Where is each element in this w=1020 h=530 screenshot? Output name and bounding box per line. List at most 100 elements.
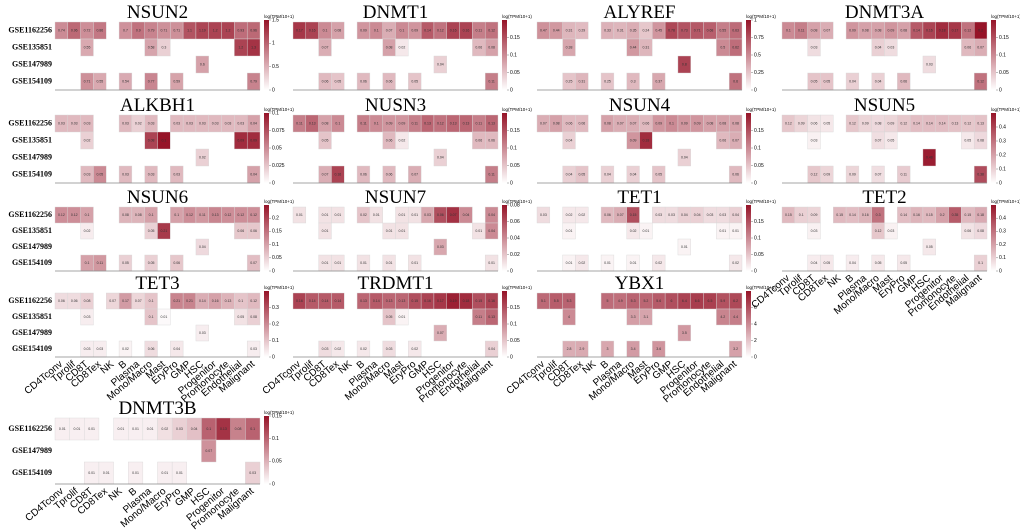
colorbar-tick-label: 0.1 <box>272 338 279 344</box>
cell-value: 0.01 <box>322 261 329 265</box>
cell-value: 0.01 <box>386 261 393 265</box>
heat-cell <box>484 308 499 326</box>
cell-value: 0.1 <box>335 121 340 125</box>
cell-value: 0.68 <box>707 28 714 32</box>
heat-cell <box>318 131 332 150</box>
cell-value: 0.01 <box>74 427 81 431</box>
panel-title: DNMT3B <box>118 398 196 419</box>
cell-value: 0.13 <box>424 121 431 125</box>
cell-value: 0.03 <box>84 315 91 319</box>
heatmap: 0.16 0.14 0.14 0.14 0.13 0.14 0.13 0.13 0.15 0.16… <box>292 292 499 358</box>
heat-cell <box>84 417 100 441</box>
cell-value: 0.07 <box>250 261 257 265</box>
cell-value: 0.18 <box>463 299 470 303</box>
colorbar-tick-label: 0.15 <box>754 219 764 225</box>
panel-title: TET3 <box>135 273 179 294</box>
cell-value: 0.77 <box>148 79 155 83</box>
colorbar-title: log(TPM/10+1) <box>502 199 532 204</box>
x-tick-label: NK <box>826 273 844 291</box>
colorbar-tick-label: 0 <box>754 87 757 93</box>
cell-value: 0.1 <box>374 28 379 32</box>
cell-value: 5.3 <box>631 299 636 303</box>
heat-cell <box>433 324 447 342</box>
colorbar-tick-label: 0.05 <box>510 70 520 76</box>
cell-value: 0.45 <box>655 28 662 32</box>
cell-value: 0.1 <box>250 427 255 431</box>
cell-value: 0.07 <box>437 331 444 335</box>
cell-value: 0.15 <box>411 299 418 303</box>
cell-value: 0.1 <box>786 28 791 32</box>
cell-value: 0.03 <box>212 121 219 125</box>
colorbar-title: log(TPM/10+1) <box>746 14 776 19</box>
cell-value: 0.01 <box>411 261 418 265</box>
cell-value: 0.1 <box>149 315 154 319</box>
cell-value: 0.6 <box>200 62 205 66</box>
colorbar <box>991 113 996 183</box>
cell-value: 0.08 <box>148 138 155 142</box>
cell-value: 0.06 <box>386 79 393 83</box>
cell-value: 0.03 <box>186 121 193 125</box>
cell-value: 0.16 <box>926 28 933 32</box>
heat-cell <box>318 222 332 240</box>
x-tick-label: NK <box>581 359 599 377</box>
cell-value: 0.31 <box>566 28 573 32</box>
cell-value: 0.04 <box>849 261 856 265</box>
colorbar-tick-label: 0.2 <box>272 216 279 222</box>
cell-value: 0.44 <box>553 28 560 32</box>
cell-value: 0.08 <box>322 121 329 125</box>
cell-value: 0.03 <box>888 229 895 233</box>
cell-value: 0.24 <box>643 28 650 32</box>
cell-value: 0.04 <box>191 427 198 431</box>
colorbar-tick-label: 0.15 <box>999 35 1009 41</box>
heat-cell <box>395 131 409 150</box>
cell-value: 0.12 <box>250 299 257 303</box>
panel-title: ALKBH1 <box>120 95 195 116</box>
cell-value: 0.17 <box>437 299 444 303</box>
cell-value: 0.05 <box>122 261 129 265</box>
colorbar-tick-label: 0.15 <box>510 305 520 311</box>
cell-value: 0.31 <box>617 28 624 32</box>
cell-value: 0.08 <box>875 28 882 32</box>
cell-value: 5.3 <box>567 299 572 303</box>
cell-value: 0.02 <box>399 45 406 49</box>
cell-value: 0.02 <box>161 427 168 431</box>
cell-value: 0.02 <box>630 229 637 233</box>
cell-value: 0.03 <box>173 121 180 125</box>
panel-title: ALYREF <box>604 2 676 23</box>
cell-value: 0.5 <box>720 45 725 49</box>
heat-cell <box>973 38 988 57</box>
heat-cell <box>331 292 345 310</box>
heat-cell <box>820 114 834 133</box>
heat-cell <box>245 417 261 441</box>
cell-value: 0.06 <box>386 138 393 142</box>
cell-value: 0.21 <box>173 299 180 303</box>
cell-value: 0.12 <box>875 229 882 233</box>
cell-value: 0.05 <box>148 261 155 265</box>
cell-value: 6.4 <box>682 299 687 303</box>
cell-value: 0.31 <box>643 45 650 49</box>
cell-value: 0.06 <box>173 261 180 265</box>
row-label: GSE154109 <box>12 169 52 178</box>
cell-value: 4.9 <box>618 299 623 303</box>
heat-cell <box>201 439 217 463</box>
cell-value: 2.8 <box>567 347 572 351</box>
cell-value: 0.06 <box>360 172 367 176</box>
cell-value: 0.01 <box>643 229 650 233</box>
cell-value: 0.71 <box>694 28 701 32</box>
cell-value: 0.93 <box>237 28 244 32</box>
cell-value: 0.03 <box>668 213 675 217</box>
cell-value: 0.02 <box>84 138 91 142</box>
cell-value: 0.03 <box>148 172 155 176</box>
cell-value: 0.01 <box>399 213 406 217</box>
heatmap: 0.17 0.16 0.1 0.08 0.09 0.1 0.07 0.1 0.09 0.14 0.1… <box>292 21 499 91</box>
cell-value: 0.03 <box>386 347 393 351</box>
colorbar <box>991 205 996 271</box>
cell-value: 0.08 <box>250 315 257 319</box>
cell-value: 0.11 <box>199 213 206 217</box>
cell-value: 0.05 <box>655 172 662 176</box>
cell-value: 0.01 <box>399 229 406 233</box>
cell-value: 0.15 <box>926 213 933 217</box>
row-label: GSE135851 <box>12 135 52 144</box>
cell-value: 0.54 <box>122 79 129 83</box>
heat-cell <box>395 308 409 326</box>
